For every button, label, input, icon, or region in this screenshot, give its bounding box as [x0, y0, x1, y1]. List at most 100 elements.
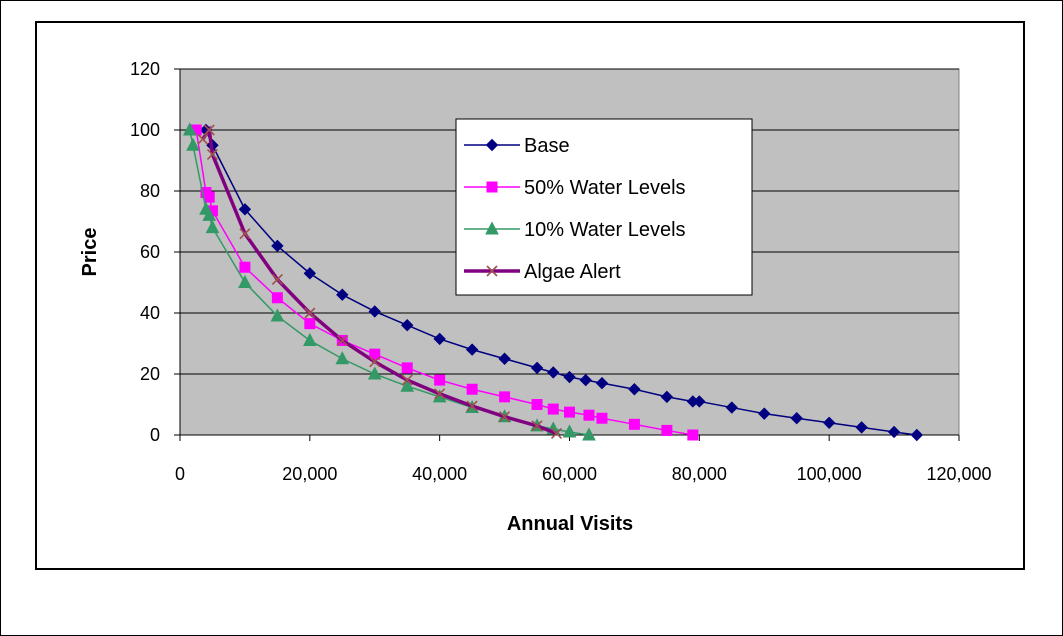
x-tick-label: 80,000: [672, 464, 727, 484]
x-tick-label: 0: [175, 464, 185, 484]
data-point: [530, 361, 544, 375]
data-point: [203, 124, 215, 136]
y-tick-label: 60: [140, 242, 160, 262]
data-point: [335, 351, 350, 365]
y-tick-label: 20: [140, 364, 160, 384]
y-tick-label: 80: [140, 181, 160, 201]
y-tick-label: 120: [130, 59, 160, 79]
legend-swatch-marker: [485, 221, 499, 235]
legend: Base 50% Water Levels 10% Water Levels Alga…: [455, 118, 753, 296]
legend-label: 10% Water Levels: [524, 219, 686, 241]
data-point: [498, 352, 511, 365]
data-point: [790, 412, 803, 425]
x-tick-label: 40,000: [412, 464, 467, 484]
gridlines: [180, 68, 959, 375]
data-point: [401, 374, 413, 386]
data-point: [596, 412, 608, 424]
data-point: [583, 409, 595, 421]
data-point: [579, 373, 592, 387]
y-tick-label: 40: [140, 303, 160, 323]
data-point: [758, 407, 771, 420]
data-point: [369, 348, 381, 360]
y-tick-label: 0: [150, 425, 160, 445]
data-point: [205, 220, 220, 234]
data-point: [465, 343, 479, 356]
data-point: [628, 383, 641, 396]
data-point: [531, 399, 543, 410]
chart-area: [35, 21, 1025, 570]
data-point: [271, 273, 283, 286]
x-tick-label: 20,000: [282, 464, 337, 484]
data-point: [206, 148, 219, 160]
legend-swatch-marker: [486, 181, 498, 193]
data-point: [725, 401, 738, 414]
legend-label: 50% Water Levels: [524, 177, 686, 199]
data-point: [499, 391, 511, 403]
x-tick-label: 60,000: [542, 464, 597, 484]
series-2: [190, 124, 699, 441]
data-point: [563, 370, 576, 384]
data-point: [271, 239, 284, 253]
data-point: [582, 427, 596, 441]
data-point: [550, 427, 563, 440]
data-point: [687, 429, 699, 441]
data-point: [434, 374, 446, 386]
data-point: [466, 383, 478, 395]
data-point: [367, 366, 382, 380]
data-point: [887, 425, 901, 439]
data-point: [531, 420, 543, 432]
legend-swatch-marker: [486, 265, 498, 277]
data-point: [433, 332, 446, 346]
data-point: [660, 390, 674, 404]
data-point: [304, 318, 316, 330]
series-4: [197, 124, 563, 440]
data-point: [336, 334, 348, 347]
data-point: [303, 332, 317, 346]
data-point: [336, 288, 349, 301]
data-point: [547, 366, 560, 379]
data-point: [271, 292, 283, 304]
data-point: [693, 395, 706, 408]
series-layer: [182, 122, 924, 442]
x-tick-label: 120,000: [926, 464, 991, 484]
data-point: [661, 424, 673, 436]
data-point: [197, 133, 209, 145]
data-point: [182, 122, 197, 136]
data-point: [369, 356, 381, 368]
axes: 0 20 40 60 80 100 120 0 20,000 40,000 60,000 80,000…: [130, 59, 992, 484]
data-point: [238, 274, 252, 288]
data-point: [203, 191, 215, 203]
data-point: [400, 378, 415, 392]
data-point: [562, 424, 577, 438]
series-1: [199, 123, 924, 442]
data-point: [239, 261, 251, 273]
data-point: [564, 406, 575, 418]
x-tick-label: 100,000: [797, 464, 862, 484]
data-point: [239, 228, 251, 240]
data-point: [628, 418, 640, 430]
legend-box: [455, 118, 753, 296]
data-point: [595, 376, 609, 390]
data-point: [304, 307, 316, 319]
y-axis-title: Price: [79, 228, 101, 277]
data-point: [238, 203, 252, 216]
data-point: [855, 421, 868, 434]
legend-label: Algae Alert: [524, 261, 621, 283]
data-point: [499, 411, 511, 423]
data-point: [434, 388, 446, 400]
legend-swatch-marker: [485, 138, 499, 152]
data-point: [910, 428, 924, 442]
data-point: [547, 403, 559, 415]
data-point: [401, 362, 413, 374]
y-tick-label: 100: [130, 120, 160, 140]
data-point: [270, 308, 285, 322]
data-point: [466, 400, 478, 412]
data-point: [822, 416, 836, 430]
x-axis-title: Annual Visits: [507, 513, 633, 535]
legend-label: Base: [524, 135, 570, 157]
data-point: [186, 137, 200, 151]
data-point: [368, 305, 381, 318]
data-point: [303, 267, 317, 280]
series-line: [201, 125, 558, 436]
